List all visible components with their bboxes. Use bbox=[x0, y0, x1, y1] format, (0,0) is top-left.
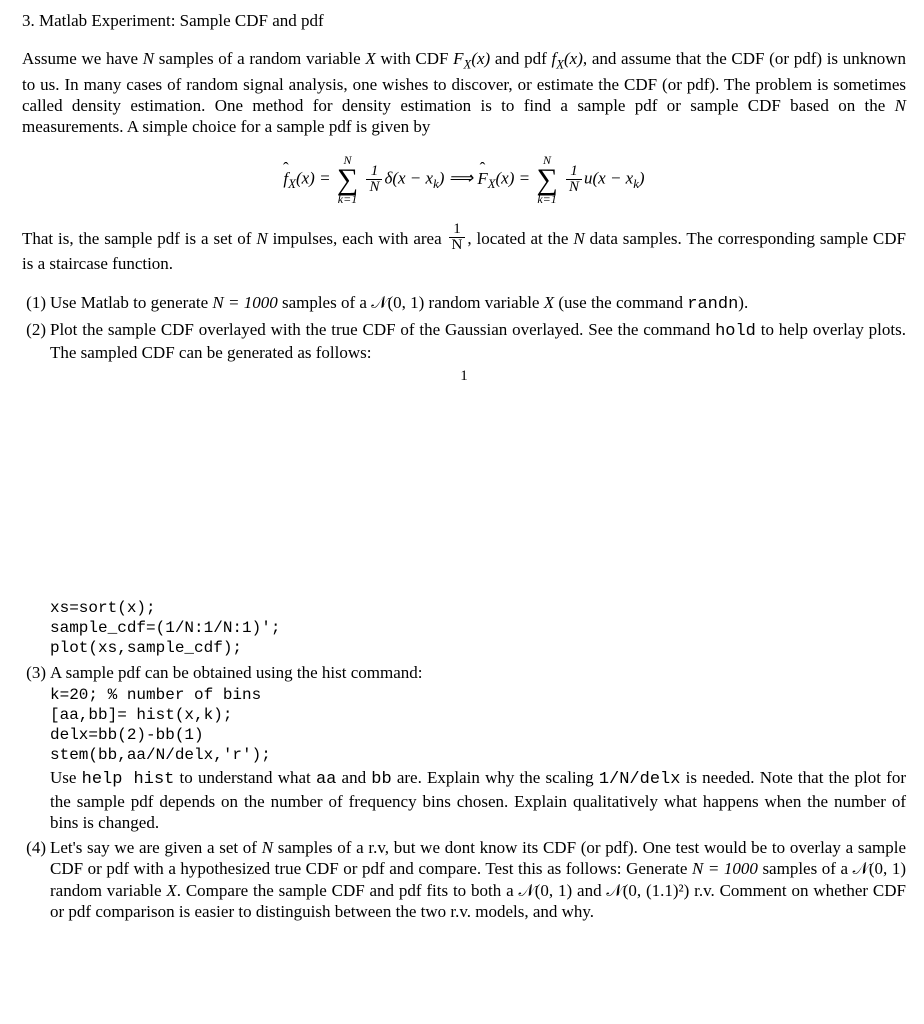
sum-lower: k=1 bbox=[337, 193, 358, 205]
numerator: 1 bbox=[366, 164, 382, 180]
text: samples of a bbox=[278, 293, 371, 312]
text: are. Explain why the scaling bbox=[392, 768, 599, 787]
list-item: (3) A sample pdf can be obtained using t… bbox=[50, 662, 906, 833]
sum-symbol: N ∑ k=1 bbox=[337, 154, 358, 205]
F: F bbox=[477, 169, 487, 188]
sub-X: X bbox=[556, 58, 564, 72]
display-equation: fX(x) = N ∑ k=1 1 N δ(x − xk) ⟹ FX(x) = … bbox=[22, 154, 906, 205]
var-N: N bbox=[256, 229, 267, 248]
enumerated-list-cont: xs=sort(x); sample_cdf=(1/N:1/N:1)'; plo… bbox=[22, 598, 906, 922]
intro-paragraph: Assume we have N samples of a random var… bbox=[22, 48, 906, 137]
text: ) ⟹ bbox=[439, 169, 478, 188]
text: (x) = bbox=[296, 169, 335, 188]
text: , located at the bbox=[467, 229, 573, 248]
section-number: 3. bbox=[22, 11, 35, 30]
text: with CDF bbox=[376, 49, 453, 68]
section-heading: 3. Matlab Experiment: Sample CDF and pdf bbox=[22, 10, 906, 31]
item-label: (4) bbox=[18, 837, 46, 858]
text: measurements. A simple choice for a samp… bbox=[22, 117, 430, 136]
text: Assume we have bbox=[22, 49, 143, 68]
fraction: 1 N bbox=[366, 164, 382, 195]
item-label: (3) bbox=[18, 662, 46, 683]
sum-lower: k=1 bbox=[536, 193, 557, 205]
fraction: 1N bbox=[449, 222, 466, 253]
sub-X: X bbox=[288, 177, 296, 191]
fraction: 1 N bbox=[566, 164, 582, 195]
var-X: X bbox=[365, 49, 375, 68]
item-label: (2) bbox=[18, 319, 46, 340]
var-X: X bbox=[544, 293, 554, 312]
denominator: N bbox=[366, 180, 382, 195]
text: ). bbox=[738, 293, 748, 312]
sigma-icon: ∑ bbox=[337, 166, 358, 193]
dist: 𝒩(0, 1) bbox=[518, 881, 572, 900]
list-item: (1) Use Matlab to generate N = 1000 samp… bbox=[50, 292, 906, 315]
section-title-text: Matlab Experiment: Sample CDF and pdf bbox=[39, 11, 324, 30]
text: (use the command bbox=[554, 293, 687, 312]
text: and bbox=[336, 768, 371, 787]
var-N: N bbox=[262, 838, 273, 857]
var-X: X bbox=[166, 881, 176, 900]
denominator: N bbox=[566, 180, 582, 195]
item-label: (1) bbox=[18, 292, 46, 313]
dist: 𝒩(0, 1) bbox=[853, 859, 906, 878]
text: impulses, each with area bbox=[268, 229, 447, 248]
text: A sample pdf can be obtained using the h… bbox=[50, 663, 423, 682]
sum-symbol: N ∑ k=1 bbox=[536, 154, 557, 205]
text: Let's say we are given a set of bbox=[50, 838, 262, 857]
list-item: (4) Let's say we are given a set of N sa… bbox=[50, 837, 906, 922]
numerator: 1 bbox=[449, 222, 466, 238]
code-inline: randn bbox=[687, 295, 738, 314]
u-term: u(x − x bbox=[584, 169, 633, 188]
text: samples of a bbox=[758, 859, 853, 878]
text: (x) = bbox=[496, 169, 535, 188]
text: random variable bbox=[424, 293, 543, 312]
text: and pdf bbox=[490, 49, 551, 68]
list-item: xs=sort(x); sample_cdf=(1/N:1/N:1)'; plo… bbox=[50, 598, 906, 658]
F-hat: F bbox=[477, 168, 487, 189]
code-inline: hold bbox=[715, 322, 756, 341]
var-N: N bbox=[143, 49, 154, 68]
text: Plot the sample CDF overlayed with the t… bbox=[50, 320, 715, 339]
f: f bbox=[283, 169, 288, 188]
dist: 𝒩(0, (1.1)²) bbox=[606, 881, 689, 900]
code-inline: help hist bbox=[82, 770, 175, 789]
code-inline: 1/N/delx bbox=[599, 770, 681, 789]
text: samples of a random variable bbox=[154, 49, 365, 68]
page-break-gap bbox=[22, 386, 906, 596]
denominator: N bbox=[449, 238, 466, 253]
var-N: N bbox=[573, 229, 584, 248]
code-inline: bb bbox=[371, 770, 391, 789]
arg: (x) bbox=[564, 49, 583, 68]
var-N: N bbox=[895, 96, 906, 115]
enumerated-list: (1) Use Matlab to generate N = 1000 samp… bbox=[22, 292, 906, 364]
text: Use bbox=[50, 768, 82, 787]
code-block: xs=sort(x); sample_cdf=(1/N:1/N:1)'; plo… bbox=[50, 598, 906, 658]
code-block: k=20; % number of bins [aa,bb]= hist(x,k… bbox=[50, 685, 906, 765]
code-inline: aa bbox=[316, 770, 336, 789]
text: ) bbox=[639, 169, 645, 188]
arg: (x) bbox=[471, 49, 490, 68]
explain-paragraph: That is, the sample pdf is a set of N im… bbox=[22, 222, 906, 274]
text: and bbox=[572, 881, 606, 900]
delta-term: δ(x − x bbox=[384, 169, 433, 188]
text: to understand what bbox=[174, 768, 316, 787]
eq: N = 1000 bbox=[692, 859, 758, 878]
numerator: 1 bbox=[566, 164, 582, 180]
text: Use Matlab to generate bbox=[50, 293, 212, 312]
text: That is, the sample pdf is a set of bbox=[22, 229, 256, 248]
sigma-icon: ∑ bbox=[536, 166, 557, 193]
text: random variable bbox=[50, 881, 166, 900]
sub-X: X bbox=[488, 177, 496, 191]
f-hat: f bbox=[283, 168, 288, 189]
F: F bbox=[453, 49, 463, 68]
eq: N = 1000 bbox=[212, 293, 277, 312]
list-item: (2) Plot the sample CDF overlayed with t… bbox=[50, 319, 906, 364]
text: . Compare the sample CDF and pdf fits to… bbox=[177, 881, 519, 900]
page-number: 1 bbox=[22, 367, 906, 386]
dist: 𝒩(0, 1) bbox=[371, 293, 424, 312]
